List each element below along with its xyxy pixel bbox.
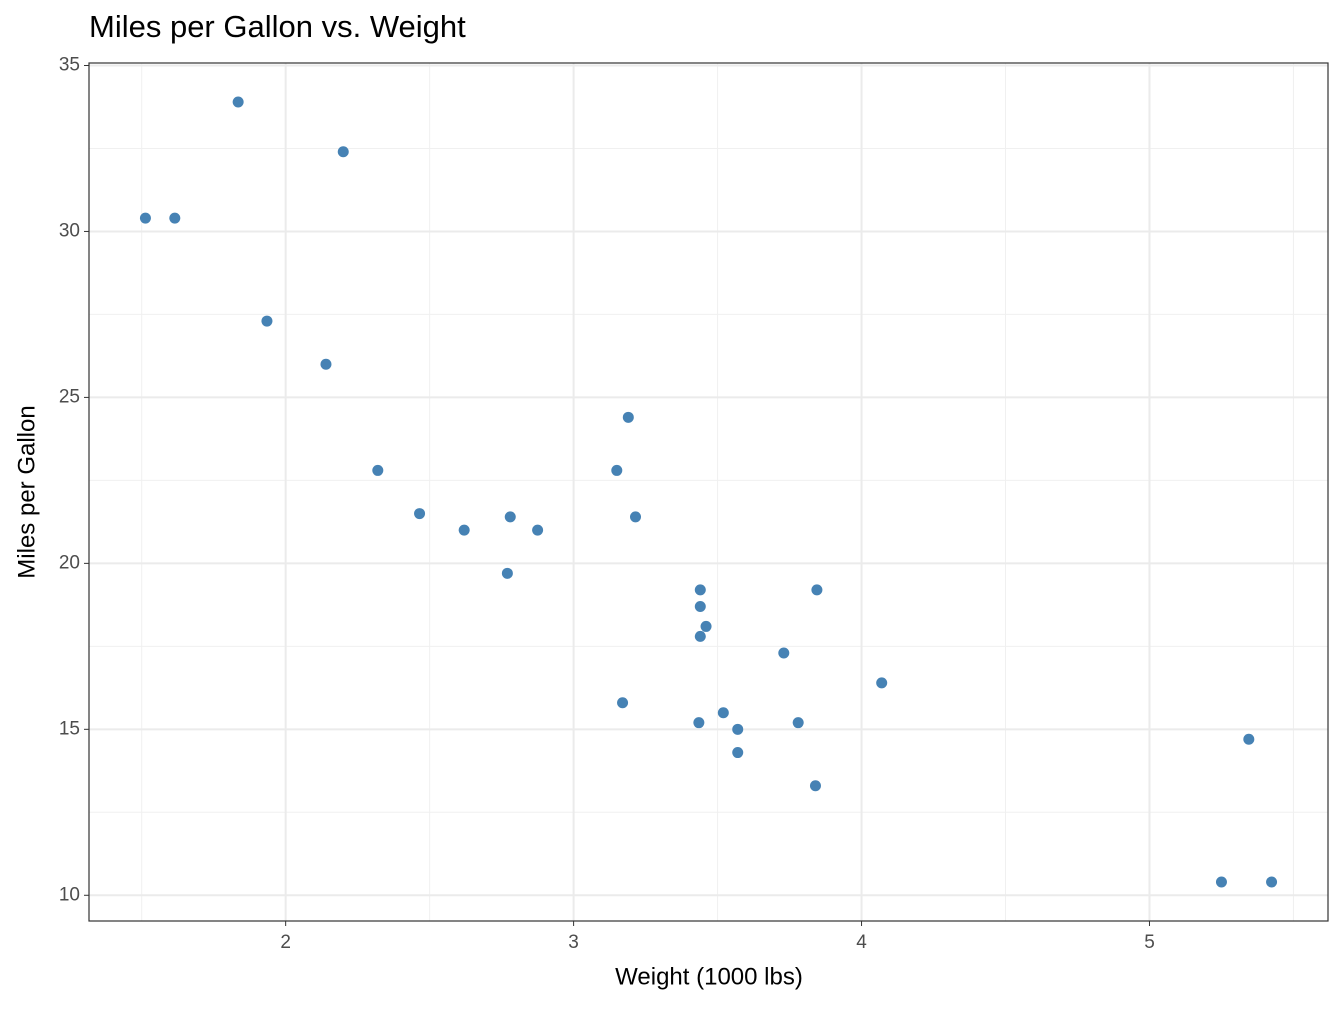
point xyxy=(1215,876,1227,888)
point xyxy=(732,747,744,759)
chart-title: Miles per Gallon vs. Weight xyxy=(89,9,466,44)
point xyxy=(414,508,426,520)
point xyxy=(809,780,821,792)
y-tick-label: 20 xyxy=(59,552,80,573)
point xyxy=(169,212,181,224)
point xyxy=(622,411,634,423)
point xyxy=(372,464,384,476)
point xyxy=(617,697,629,709)
point xyxy=(532,524,544,536)
point xyxy=(320,358,332,370)
grid xyxy=(89,63,1328,921)
y-tick-label: 30 xyxy=(59,220,80,241)
y-axis-title: Miles per Gallon xyxy=(13,405,40,578)
point xyxy=(1243,733,1255,745)
panel-border xyxy=(88,62,1329,922)
point xyxy=(232,96,244,108)
y-tick-label: 10 xyxy=(59,884,80,905)
point xyxy=(732,723,744,735)
point xyxy=(700,620,712,632)
x-tick-label: 5 xyxy=(1144,932,1155,953)
point xyxy=(694,601,706,613)
point xyxy=(876,677,888,689)
point xyxy=(1266,876,1278,888)
y-tick-label: 15 xyxy=(59,718,80,739)
x-tick-label: 4 xyxy=(856,932,867,953)
point xyxy=(811,584,823,596)
point xyxy=(504,511,516,523)
x-tick-label: 3 xyxy=(568,932,579,953)
point xyxy=(611,464,623,476)
point xyxy=(501,567,513,579)
y-tick-label: 35 xyxy=(59,55,80,76)
x-tick-label: 2 xyxy=(280,932,291,953)
point xyxy=(139,212,151,224)
point xyxy=(693,717,705,729)
points xyxy=(139,96,1278,888)
point xyxy=(458,524,470,536)
point xyxy=(717,707,729,719)
x-axis-title: Weight (1000 lbs) xyxy=(615,963,803,990)
point xyxy=(778,647,790,659)
point xyxy=(694,584,706,596)
y-tick-label: 25 xyxy=(59,386,80,407)
point xyxy=(630,511,642,523)
point xyxy=(694,630,706,642)
point xyxy=(261,315,273,327)
point xyxy=(792,717,804,729)
point xyxy=(337,146,349,158)
